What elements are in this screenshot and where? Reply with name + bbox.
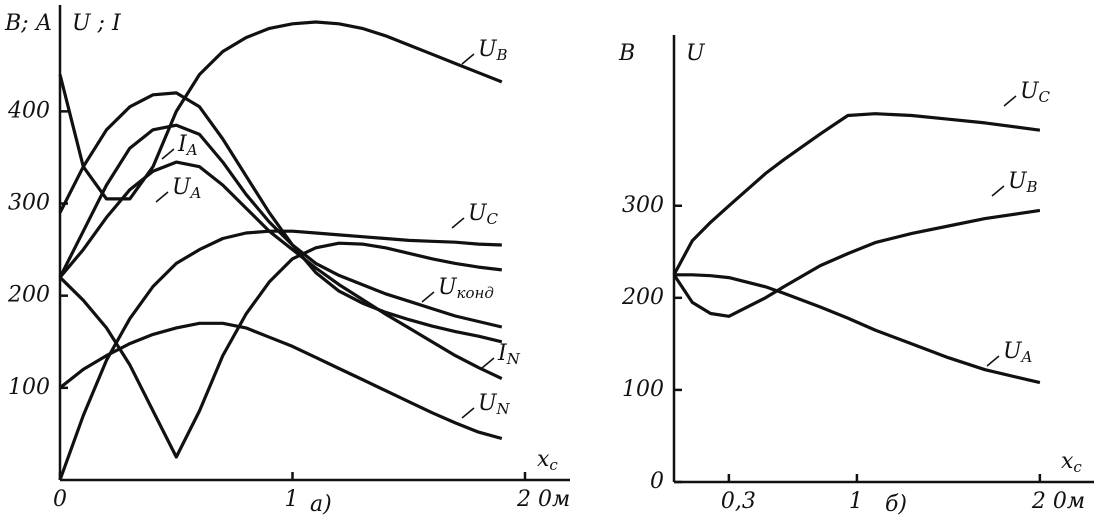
y-tick-label: 100 [622, 377, 664, 402]
label-leader [986, 355, 1000, 367]
series-line [58, 91, 503, 344]
y-tick-label: 300 [622, 193, 664, 218]
y-tick-label: 100 [8, 375, 50, 400]
series-line [674, 273, 1041, 385]
y-tick-label: 400 [7, 98, 50, 123]
series-label: UB [1008, 169, 1038, 196]
label-leader [451, 217, 465, 229]
series-label: UC [468, 201, 499, 228]
y-tick-label: 200 [621, 285, 664, 310]
y-axis-label: U [686, 41, 706, 66]
label-leader [161, 148, 175, 160]
x-tick-label: 0 [53, 487, 67, 512]
subplot-label: а) [310, 492, 332, 517]
series-label: UA [1003, 339, 1033, 366]
subplot-label: б) [885, 492, 907, 517]
series-label: IA [177, 132, 198, 159]
y-axis-label: U ; I [72, 11, 122, 36]
series-line [59, 321, 503, 441]
series-line [58, 20, 503, 201]
x-tick-label: 2 0м [516, 487, 570, 512]
series-label: UN [478, 391, 511, 418]
x-axis-label: xc [537, 447, 558, 474]
label-leader [461, 407, 475, 419]
x-axis-label: xc [1061, 449, 1082, 476]
series-line [58, 160, 503, 381]
label-leader [481, 357, 495, 369]
series-line [58, 241, 502, 459]
series-label: UA [172, 175, 202, 202]
series-label: UC [1020, 79, 1051, 106]
y-tick-label: 0 [650, 469, 664, 494]
x-tick-label: 1 [285, 487, 299, 512]
series-line [672, 208, 1041, 318]
series-label: Uконд [438, 275, 494, 302]
label-leader [421, 291, 435, 303]
x-tick-label: 1 [849, 489, 863, 514]
label-leader [461, 53, 475, 65]
series-line [58, 123, 503, 329]
y-axis-label: В; А [4, 11, 52, 36]
series-line [672, 112, 1041, 276]
label-leader [1003, 95, 1017, 107]
y-axis-label: В [618, 41, 635, 66]
label-leader [991, 185, 1005, 197]
series-label: UB [478, 37, 508, 64]
series-label: IN [497, 341, 521, 368]
label-leader [155, 191, 169, 203]
y-tick-label: 300 [8, 191, 50, 216]
x-tick-label: 2 0м [1031, 489, 1085, 514]
y-tick-label: 200 [7, 283, 50, 308]
x-tick-label: 0,3 [721, 489, 756, 514]
